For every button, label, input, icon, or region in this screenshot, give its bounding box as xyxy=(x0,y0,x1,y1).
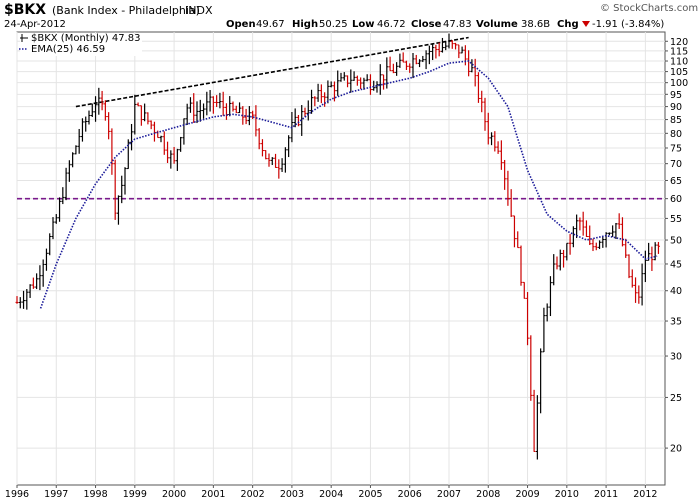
y-tick-label: 85 xyxy=(670,115,682,126)
y-tick-label: 35 xyxy=(670,317,682,328)
x-tick-label: 2004 xyxy=(319,489,343,500)
x-tick-label: 2012 xyxy=(633,489,657,500)
x-tick-label: 1999 xyxy=(123,489,147,500)
y-tick-label: 80 xyxy=(670,129,682,140)
y-tick-label: 75 xyxy=(670,143,682,154)
y-tick-label: 60 xyxy=(670,194,682,205)
index-name: (Bank Index - Philadelphia) xyxy=(52,4,200,17)
low-label: Low xyxy=(352,19,374,30)
symbol-label: $BKX xyxy=(4,2,46,18)
date-label: 24-Apr-2012 xyxy=(4,19,66,30)
open-label: Open xyxy=(226,19,256,30)
x-tick-label: 2002 xyxy=(241,489,265,500)
y-tick-label: 90 xyxy=(670,102,682,113)
x-tick-label: 2005 xyxy=(358,489,382,500)
y-tick-label: 100 xyxy=(670,78,688,89)
x-tick-label: 2003 xyxy=(280,489,304,500)
x-tick-label: 1997 xyxy=(44,489,68,500)
trendline xyxy=(75,36,469,108)
x-tick-label: 2001 xyxy=(201,489,225,500)
x-axis-ticks: 1996 1997 1998 1999 2000 2001 2002 2003 2004 2005… xyxy=(5,485,657,500)
close-label: Close xyxy=(411,19,442,30)
x-tick-label: 2006 xyxy=(398,489,422,500)
y-tick-label: 50 xyxy=(670,236,682,247)
legend-box xyxy=(20,34,142,56)
x-tick-label: 2009 xyxy=(515,489,539,500)
chg-value: -1.91 (-3.84%) xyxy=(592,19,664,30)
x-tick-label: 2011 xyxy=(594,489,618,500)
y-axis-ticks: 2025303540455055606570758085909510010511… xyxy=(665,37,688,455)
y-tick-label: 115 xyxy=(670,46,688,57)
y-tick-label: 55 xyxy=(670,214,682,225)
y-tick-label: 110 xyxy=(670,57,688,68)
open-value: 49.67 xyxy=(256,19,285,30)
exchange-label: INDX xyxy=(185,4,213,17)
y-tick-label: 105 xyxy=(670,67,688,78)
down-triangle-icon xyxy=(582,21,590,27)
x-tick-label: 1998 xyxy=(83,489,107,500)
y-tick-label: 30 xyxy=(670,352,682,363)
volume-value: 38.6B xyxy=(521,19,550,30)
low-value: 46.72 xyxy=(377,19,406,30)
y-tick-label: 25 xyxy=(670,393,682,404)
chg-label: Chg xyxy=(557,19,579,30)
x-tick-label: 1996 xyxy=(5,489,29,500)
y-tick-label: 40 xyxy=(670,286,682,297)
y-tick-label: 45 xyxy=(670,259,682,270)
y-tick-label: 70 xyxy=(670,159,682,170)
watermark: © StockCharts.com xyxy=(600,3,698,14)
x-tick-label: 2007 xyxy=(437,489,461,500)
x-tick-label: 2008 xyxy=(476,489,500,500)
volume-label: Volume xyxy=(476,19,518,30)
price-bars xyxy=(15,33,660,460)
legend-ema-label: EMA(25) 46.59 xyxy=(31,44,105,55)
y-tick-label: 20 xyxy=(670,444,682,455)
y-tick-label: 65 xyxy=(670,176,682,187)
x-tick-label: 2010 xyxy=(555,489,579,500)
high-label: High xyxy=(292,19,318,30)
y-tick-label: 120 xyxy=(670,37,688,48)
close-value: 47.83 xyxy=(443,19,472,30)
annotations xyxy=(17,36,665,200)
legend-price-label: $BKX (Monthly) 47.83 xyxy=(31,33,140,44)
y-tick-label: 95 xyxy=(670,90,682,101)
high-value: 50.25 xyxy=(319,19,348,30)
x-tick-label: 2000 xyxy=(162,489,186,500)
